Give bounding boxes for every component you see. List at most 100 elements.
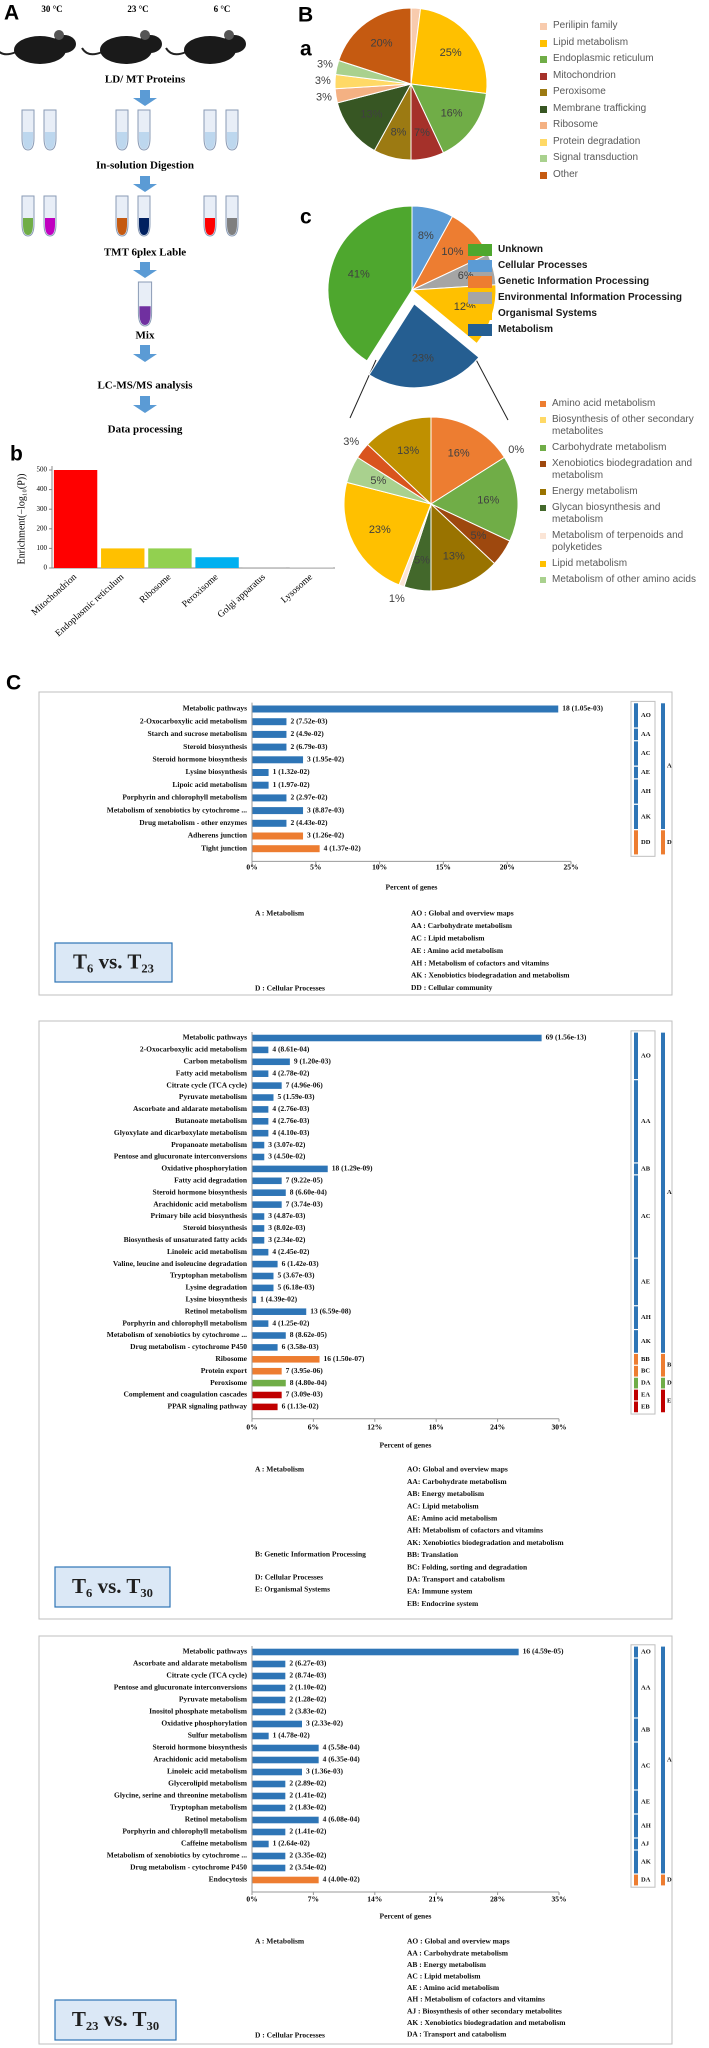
legend-label: Peroxisome [553,86,606,97]
bar-label: 1 (2.64e-02) [273,1839,311,1848]
row-label: Glycerolipid metabolism [168,1779,248,1788]
bar-label: 16 (4.59e-05) [523,1647,564,1656]
class-bar [661,1377,665,1389]
bar [252,1756,319,1764]
legend-item: Glycan biosynthesis and metabolism [540,502,706,526]
key-entry: AC: Lipid metabolism [407,1501,479,1510]
legend-item: Genetic Information Processing [468,276,708,288]
title-box [54,942,173,983]
key-entry: B: Genetic Information Processing [255,1550,366,1559]
legend-item: Signal transduction [540,152,708,164]
bar [252,1696,286,1704]
pie-slice [338,7,412,85]
bar [195,557,239,568]
x-tick-label: 21% [429,1895,444,1904]
group-bar [634,1175,638,1258]
key-entry: AJ : Biosynthesis of other secondary met… [407,2006,562,2015]
x-tick-label: Peroxisome [181,572,221,609]
bar [252,1237,265,1244]
bar [252,1332,286,1339]
bar [252,1391,282,1399]
bar [252,1852,286,1860]
bar [252,1320,269,1327]
row-label: Oxidative phosphorylation [161,1164,247,1173]
legend-label: Perilipin family [553,20,618,31]
arrow [133,90,157,106]
bar-label: 3 (2.34e-02) [268,1235,306,1244]
group-bar [634,1646,638,1658]
bar [252,1708,286,1716]
slice-label: 23% [369,524,391,536]
key-entry: A : Metabolism [255,1465,305,1474]
row-label: Arachidonic acid metabolism [153,1755,247,1764]
key-entry: AO : Global and overview maps [411,909,514,918]
row-label: Starch and sucrose metabolism [147,729,247,738]
mouse-tail [81,47,103,56]
group-bar [634,1306,638,1329]
arrow [133,176,157,192]
legend-item: Metabolism [468,324,708,336]
row-label: Lipoic acid metabolism [172,780,247,789]
group-label: AB [641,1726,651,1733]
row-label: Endocytosis [209,1875,247,1884]
key-entry: AO: Global and overview maps [407,1465,508,1474]
legend-marker [540,105,547,113]
bar [252,1804,286,1812]
row-label: Pentose and glucuronate interconversions [114,1152,247,1161]
row-label: Sulfur metabolism [188,1731,248,1740]
class-bar [661,1032,665,1353]
x-tick-label: 0% [246,863,257,872]
tube-sample [23,132,33,149]
tube-sample [45,132,55,149]
bar [53,470,98,568]
bar-label: 2 (8.74e-03) [289,1671,327,1680]
pie-slice [430,416,506,505]
group-label: EA [641,1391,650,1398]
key-entry: DA : Transport and catabolism [407,2030,507,2039]
group-label: AO [641,712,651,719]
slice-label: 7% [414,127,430,139]
bar-label: 16 (1.50e-07) [324,1354,365,1363]
y-tick-label: 100 [37,544,48,552]
bar-label: 2 (6.79e-03) [290,742,328,751]
panel-label: A [4,2,19,25]
legend-label: Metabolism [498,324,554,335]
row-label: Porphyrin and chlorophyll metabolism [122,1827,247,1836]
bar-label: 1 (4.39e-02) [260,1295,298,1304]
x-tick-label: 5% [310,863,321,872]
zoom-line [349,359,377,419]
bar [252,1780,286,1788]
group-bar [634,728,638,741]
bar [252,1046,269,1054]
tube-sample [227,218,237,235]
bar [252,1308,307,1315]
bar [252,1213,265,1220]
bar [252,1118,269,1125]
panel-label: c [300,206,312,229]
row-label: Steroid biosynthesis [183,1223,247,1232]
class-bar [661,830,665,855]
x-tick-label: 24% [490,1423,505,1432]
group-bar [634,703,638,728]
group-label: AH [641,1314,651,1321]
bar [252,1720,302,1728]
key-entry: AA : Carbohydrate metabolism [407,1948,509,1957]
group-bar [634,804,638,830]
x-axis-label: Percent of genes [380,1441,432,1450]
group-label: EB [641,1403,650,1410]
legend-marker [540,489,546,495]
row-label: Glyoxylate and dicarboxylate metabolism [114,1128,248,1137]
row-label: Complement and coagulation cascades [123,1390,247,1399]
bar-label: 13 (6.59e-08) [310,1306,351,1315]
tube-sample [227,132,237,149]
slice-label: 0% [508,444,524,456]
bar [252,1768,302,1776]
legend-marker [468,244,492,256]
group-bar [634,830,638,855]
slice-label: 5% [471,530,487,542]
bar [252,1344,278,1351]
group-label: AE [641,1798,650,1805]
class-bar [661,1646,665,1874]
row-label: Pyruvate metabolism [179,1695,248,1704]
bar [252,1094,274,1101]
